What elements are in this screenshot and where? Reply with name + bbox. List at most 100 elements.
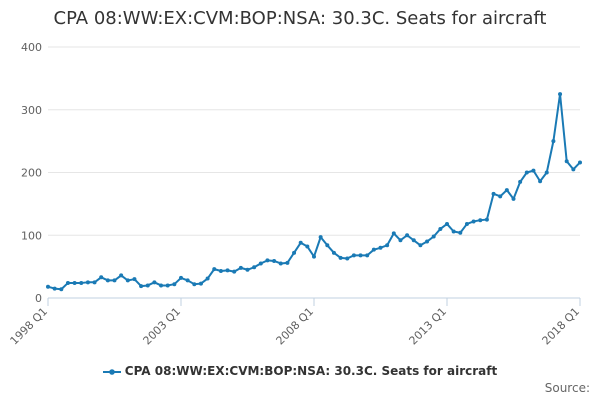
data-point bbox=[125, 278, 130, 283]
data-point bbox=[458, 230, 463, 235]
data-point bbox=[298, 240, 303, 245]
data-point bbox=[99, 275, 104, 280]
data-point bbox=[371, 247, 376, 252]
data-point bbox=[531, 168, 536, 173]
data-point bbox=[378, 245, 383, 250]
data-point bbox=[238, 265, 243, 270]
data-point bbox=[471, 219, 476, 224]
data-point bbox=[52, 286, 57, 291]
data-point bbox=[265, 258, 270, 263]
data-point bbox=[431, 234, 436, 239]
data-point bbox=[172, 282, 177, 287]
data-point bbox=[411, 238, 416, 243]
data-point bbox=[285, 260, 290, 265]
y-tick-label: 0 bbox=[35, 292, 42, 305]
data-point bbox=[551, 139, 556, 144]
data-point bbox=[272, 258, 277, 263]
data-point bbox=[418, 243, 423, 248]
data-point bbox=[258, 261, 263, 266]
data-point bbox=[59, 287, 64, 292]
data-point bbox=[365, 253, 370, 258]
data-point bbox=[112, 278, 117, 283]
data-point bbox=[152, 280, 157, 285]
data-point bbox=[185, 278, 190, 283]
data-point bbox=[245, 267, 250, 272]
data-point bbox=[331, 250, 336, 255]
data-point bbox=[345, 256, 350, 261]
legend-line-marker bbox=[102, 368, 121, 375]
data-point bbox=[105, 278, 110, 283]
data-point bbox=[205, 276, 210, 281]
data-point bbox=[491, 191, 496, 196]
data-point bbox=[232, 269, 237, 274]
data-point bbox=[405, 233, 410, 238]
x-tick-label: 1998 Q1 bbox=[8, 305, 51, 348]
data-point bbox=[79, 280, 84, 285]
x-tick-label: 2003 Q1 bbox=[141, 305, 184, 348]
data-point bbox=[544, 170, 549, 175]
data-point bbox=[464, 221, 469, 226]
data-point bbox=[252, 265, 257, 270]
data-point bbox=[318, 235, 323, 240]
source-label: Source: bbox=[544, 381, 590, 395]
data-point bbox=[119, 273, 124, 278]
y-tick-label: 100 bbox=[21, 229, 42, 242]
data-point bbox=[391, 231, 396, 236]
y-tick-label: 200 bbox=[21, 167, 42, 180]
data-point bbox=[351, 253, 356, 258]
data-point bbox=[278, 261, 283, 266]
data-point bbox=[338, 255, 343, 260]
data-point bbox=[358, 253, 363, 258]
data-point bbox=[165, 283, 170, 288]
data-point bbox=[425, 239, 430, 244]
data-point bbox=[72, 280, 77, 285]
data-point bbox=[85, 280, 90, 285]
data-point bbox=[538, 179, 543, 184]
data-point bbox=[218, 269, 223, 274]
legend-label: CPA 08:WW:EX:CVM:BOP:NSA: 30.3C. Seats f… bbox=[124, 364, 498, 378]
y-tick-label: 400 bbox=[21, 41, 42, 54]
data-point bbox=[511, 196, 516, 201]
data-point bbox=[451, 229, 456, 234]
data-point bbox=[312, 254, 316, 259]
data-point bbox=[504, 188, 509, 193]
data-point bbox=[65, 280, 70, 285]
data-point bbox=[132, 277, 137, 282]
data-point bbox=[212, 267, 217, 272]
data-point bbox=[325, 243, 330, 248]
data-point bbox=[192, 282, 197, 287]
x-tick-label: 2018 Q1 bbox=[540, 305, 583, 348]
data-point bbox=[145, 283, 150, 288]
data-point bbox=[518, 179, 523, 184]
x-tick-label: 2013 Q1 bbox=[407, 305, 450, 348]
data-point bbox=[159, 283, 164, 288]
series-layer bbox=[46, 92, 582, 292]
grid-lines bbox=[48, 46, 580, 299]
data-point bbox=[484, 217, 489, 222]
data-point bbox=[385, 243, 390, 248]
data-point bbox=[558, 92, 563, 97]
data-point bbox=[578, 160, 582, 165]
data-point bbox=[398, 238, 403, 243]
data-point bbox=[564, 159, 569, 164]
data-point bbox=[305, 244, 310, 249]
data-point bbox=[498, 194, 503, 199]
legend[interactable]: CPA 08:WW:EX:CVM:BOP:NSA: 30.3C. Seats f… bbox=[0, 364, 600, 378]
chart-title: CPA 08:WW:EX:CVM:BOP:NSA: 30.3C. Seats f… bbox=[53, 8, 547, 29]
data-point bbox=[46, 284, 50, 289]
data-point bbox=[179, 275, 183, 280]
data-point bbox=[292, 250, 297, 255]
data-point bbox=[524, 170, 529, 175]
data-point bbox=[139, 284, 144, 289]
data-point bbox=[438, 226, 443, 231]
data-point bbox=[198, 281, 203, 286]
y-tick-label: 300 bbox=[21, 104, 42, 117]
data-point bbox=[445, 221, 449, 226]
data-point bbox=[225, 268, 230, 273]
data-point bbox=[571, 167, 576, 172]
series-line bbox=[47, 93, 581, 291]
x-tick-label: 2008 Q1 bbox=[274, 305, 317, 348]
data-point bbox=[478, 218, 483, 223]
data-point bbox=[92, 280, 97, 285]
